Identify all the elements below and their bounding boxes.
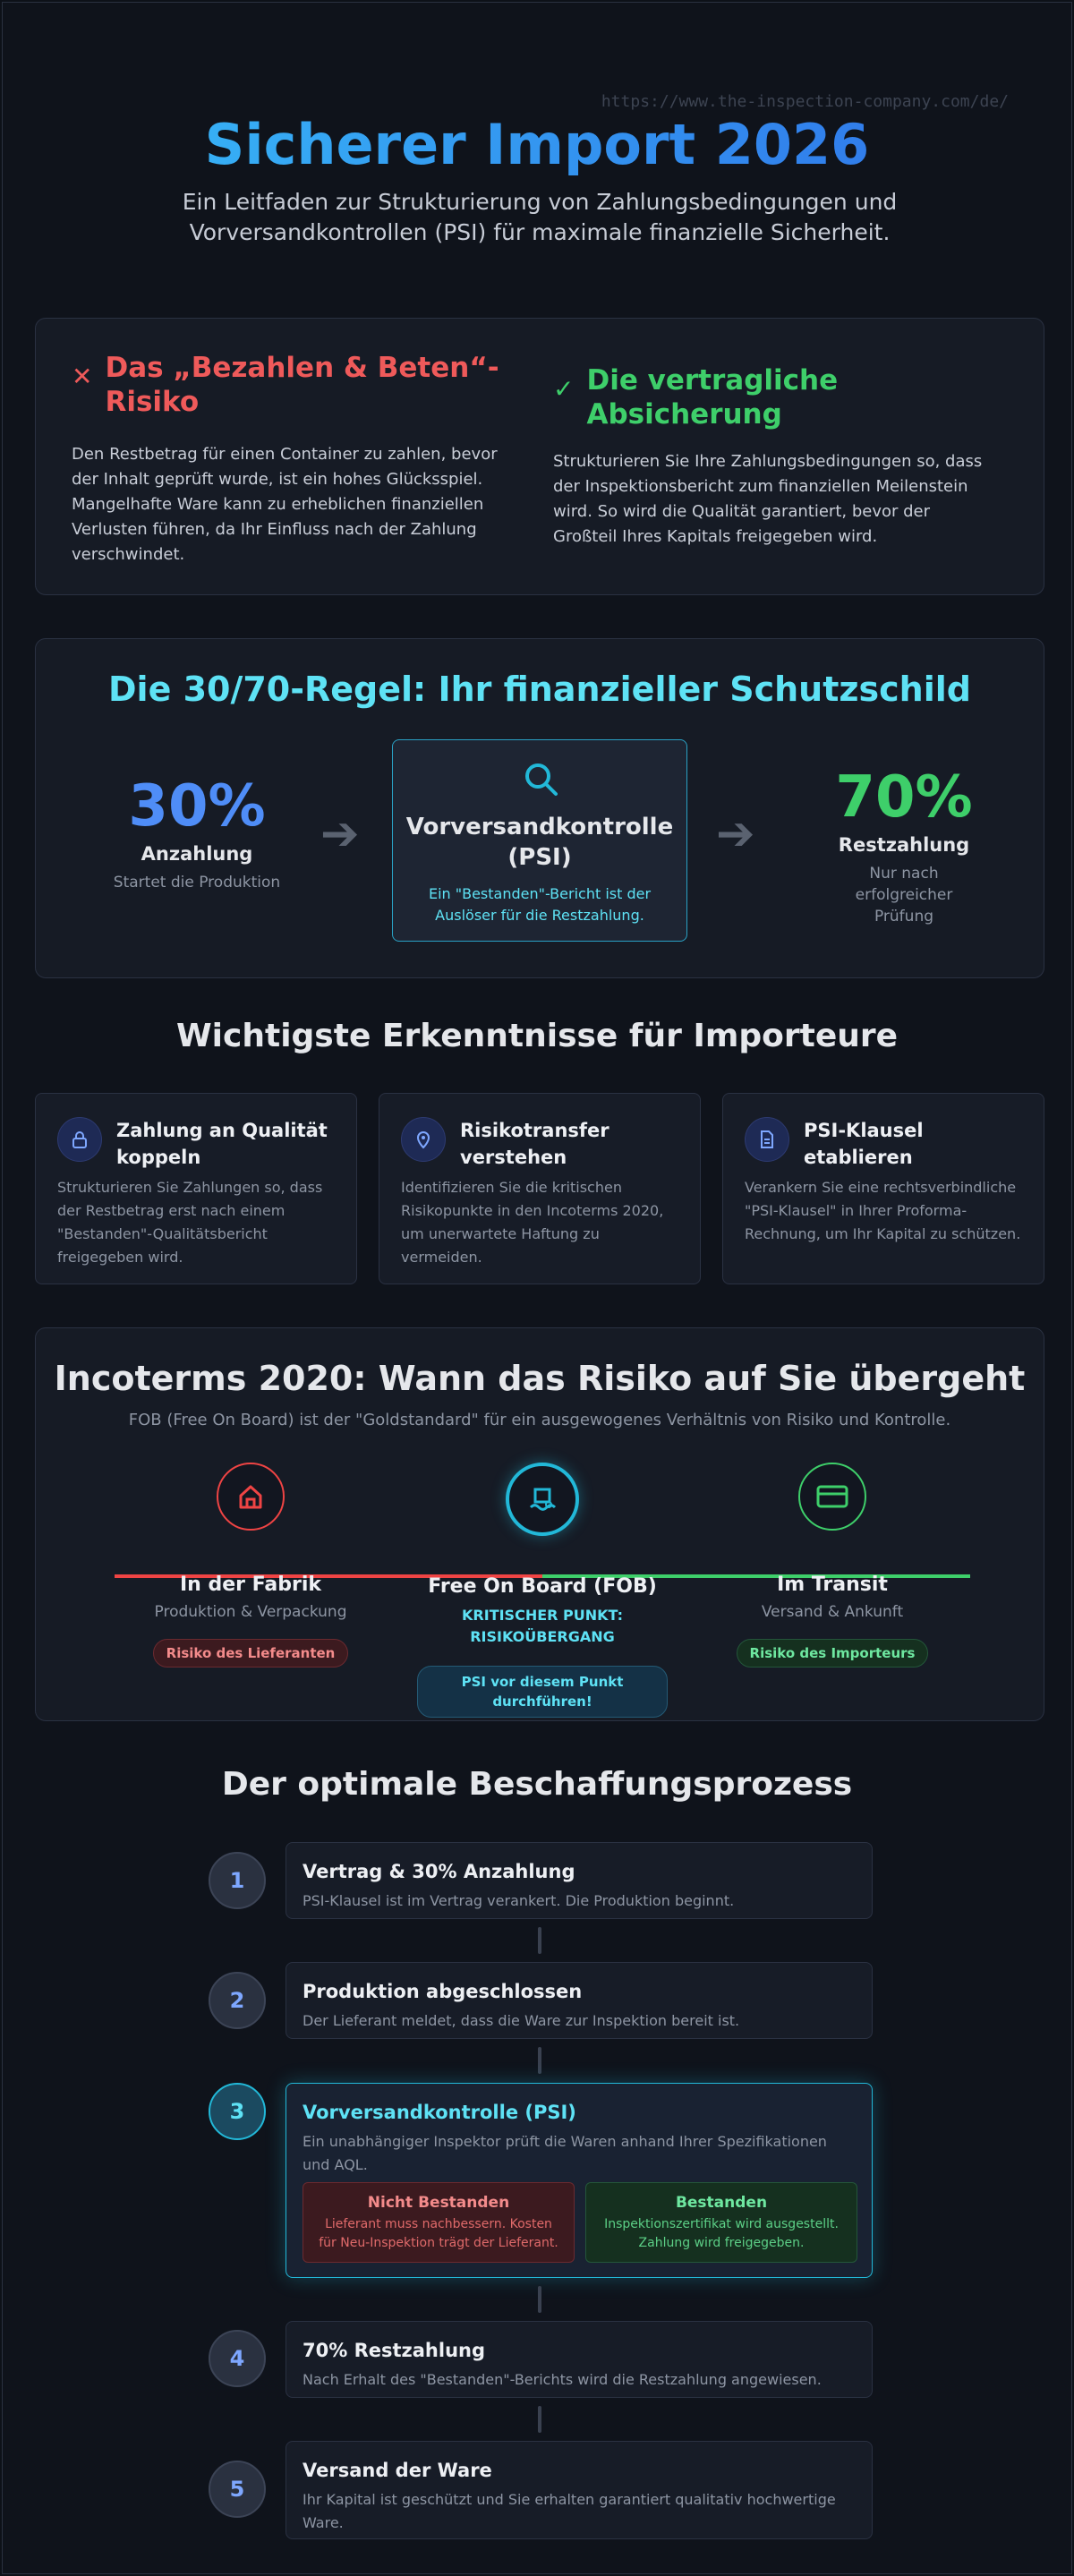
step-title: 70% Restzahlung xyxy=(303,2340,486,2361)
incoterms-card: Incoterms 2020: Wann das Risiko auf Sie … xyxy=(35,1327,1044,1721)
node-title: In der Fabrik xyxy=(179,1574,322,1596)
supplier-risk-line xyxy=(115,1574,542,1578)
search-icon xyxy=(525,763,558,796)
balance-label: Restzahlung xyxy=(838,834,970,856)
fail-text: Lieferant muss nachbessern. Kosten für N… xyxy=(319,2217,558,2250)
step-text: Der Lieferant meldet, dass die Ware zur … xyxy=(303,2012,740,2029)
balance-block: 70% Restzahlung Nur nach erfolgreicher P… xyxy=(788,764,1020,927)
process-step-active: Vorversandkontrolle (PSI) Ein unabhängig… xyxy=(286,2083,873,2278)
psi-before-badge: PSI vor diesem Punkt durchführen! xyxy=(417,1666,668,1718)
incoterms-subtitle: FOB (Free On Board) ist der "Goldstandar… xyxy=(128,1411,951,1429)
contract-protection-text: Strukturieren Sie Ihre Zahlungsbedingung… xyxy=(553,452,983,546)
step-title: Vertrag & 30% Anzahlung xyxy=(303,1861,575,1882)
check-icon: ✓ xyxy=(553,374,575,404)
process-step: 70% Restzahlung Nach Erhalt des "Bestand… xyxy=(286,2321,873,2398)
pass-title: Bestanden xyxy=(675,2194,768,2212)
step-number: 2 xyxy=(209,1972,266,2029)
insight-title: PSI-Klausel etablieren xyxy=(804,1120,924,1168)
psi-center-desc: Ein "Bestanden"-Bericht ist der Auslöser… xyxy=(428,885,652,924)
insight-card: Risikotransfer verstehen Identifizieren … xyxy=(379,1093,701,1284)
psi-center-box: Vorversandkontrolle (PSI) Ein "Bestanden… xyxy=(392,739,687,942)
step-text: PSI-Klausel ist im Vertrag verankert. Di… xyxy=(303,1892,735,1909)
step-connector xyxy=(538,2286,541,2313)
insight-text: Identifizieren Sie die kritischen Risiko… xyxy=(401,1179,664,1266)
insight-card: Zahlung an Qualität koppeln Strukturiere… xyxy=(35,1093,357,1284)
deposit-percent: 30% xyxy=(128,773,266,840)
location-pin-icon xyxy=(401,1117,446,1162)
insight-card: PSI-Klausel etablieren Verankern Sie ein… xyxy=(722,1093,1044,1284)
timeline-node-factory: In der Fabrik Produktion & Verpackung Ri… xyxy=(116,1463,385,1668)
pay-and-pray-column: ✕ Das „Bezahlen & Beten“-Risiko Den Rest… xyxy=(72,351,501,567)
balance-sub: Nur nach erfolgreicher Prüfung xyxy=(855,865,953,925)
critical-point-label: KRITISCHER PUNKT: RISIKOÜBERGANG xyxy=(462,1607,623,1645)
factory-icon xyxy=(217,1463,285,1531)
timeline-node-transit: Im Transit Versand & Ankunft Risiko des … xyxy=(698,1463,967,1668)
deposit-sub: Startet die Produktion xyxy=(113,874,281,891)
page-subtitle: Ein Leitfaden zur Strukturierung von Zah… xyxy=(182,189,898,245)
x-icon: ✕ xyxy=(72,362,93,391)
psi-center-title: Vorversandkontrolle (PSI) xyxy=(405,814,674,871)
source-url[interactable]: https://www.the-inspection-company.com/d… xyxy=(601,92,1009,111)
step-connector xyxy=(538,2406,541,2433)
card-icon xyxy=(798,1463,866,1531)
fail-title: Nicht Bestanden xyxy=(367,2194,510,2212)
arrow-right-icon: ➔ xyxy=(320,807,360,861)
step-title: Vorversandkontrolle (PSI) xyxy=(303,2102,576,2123)
balance-percent: 70% xyxy=(835,764,973,831)
lock-icon xyxy=(57,1117,102,1162)
step-text: Nach Erhalt des "Bestanden"-Berichts wir… xyxy=(303,2371,822,2388)
importer-risk-badge: Risiko des Importeurs xyxy=(736,1639,929,1668)
process-step: Produktion abgeschlossen Der Lieferant m… xyxy=(286,1962,873,2039)
deposit-block: 30% Anzahlung Startet die Produktion xyxy=(81,773,313,893)
process-step: Versand der Ware Ihr Kapital ist geschüt… xyxy=(286,2441,873,2539)
process-step: Vertrag & 30% Anzahlung PSI-Klausel ist … xyxy=(286,1842,873,1919)
pay-and-pray-text: Den Restbetrag für einen Container zu za… xyxy=(72,445,498,564)
insight-text: Verankern Sie eine rechtsverbindliche "P… xyxy=(745,1179,1021,1242)
node-title: Free On Board (FOB) xyxy=(428,1575,657,1598)
step-title: Produktion abgeschlossen xyxy=(303,1981,583,2002)
document-icon xyxy=(745,1117,789,1162)
step-number: 3 xyxy=(209,2083,266,2140)
arrow-right-icon: ➔ xyxy=(716,807,755,861)
step-number: 5 xyxy=(209,2461,266,2518)
rule-30-70-card: Die 30/70-Regel: Ihr finanzieller Schutz… xyxy=(35,638,1044,978)
node-sub: Produktion & Verpackung xyxy=(154,1603,347,1621)
step-text: Ihr Kapital ist geschützt und Sie erhalt… xyxy=(303,2491,836,2531)
importer-risk-line xyxy=(542,1574,970,1578)
risk-comparison-card: ✕ Das „Bezahlen & Beten“-Risiko Den Rest… xyxy=(35,318,1044,595)
step-connector xyxy=(538,1927,541,1954)
supplier-risk-badge: Risiko des Lieferanten xyxy=(152,1639,349,1668)
insight-title: Risikotransfer verstehen xyxy=(460,1120,609,1168)
node-sub: Versand & Ankunft xyxy=(761,1603,904,1621)
pass-outcome-box: Bestanden Inspektionszertifikat wird aus… xyxy=(585,2182,857,2263)
fail-outcome-box: Nicht Bestanden Lieferant muss nachbesse… xyxy=(303,2182,575,2263)
step-number: 4 xyxy=(209,2330,266,2387)
pass-text: Inspektionszertifikat wird ausgestellt. … xyxy=(604,2217,839,2250)
insight-text: Strukturieren Sie Zahlungen so, dass der… xyxy=(57,1179,323,1266)
step-text: Ein unabhängiger Inspektor prüft die War… xyxy=(303,2133,827,2173)
incoterms-title: Incoterms 2020: Wann das Risiko auf Sie … xyxy=(54,1359,1026,1398)
page-title: Sicherer Import 2026 xyxy=(3,112,1071,177)
rule-title: Die 30/70-Regel: Ihr finanzieller Schutz… xyxy=(108,670,971,709)
timeline-node-fob: Free On Board (FOB) KRITISCHER PUNKT: RI… xyxy=(408,1463,677,1718)
node-title: Im Transit xyxy=(777,1574,888,1596)
contract-protection-column: ✓ Die vertragliche Absicherung Strukturi… xyxy=(553,351,983,550)
step-title: Versand der Ware xyxy=(303,2460,492,2481)
pay-and-pray-title: Das „Bezahlen & Beten“-Risiko xyxy=(105,352,499,418)
contract-protection-title: Die vertragliche Absicherung xyxy=(586,364,839,431)
insights-title: Wichtigste Erkenntnisse für Importeure xyxy=(175,1018,899,1054)
step-connector xyxy=(538,2047,541,2074)
insight-title: Zahlung an Qualität koppeln xyxy=(116,1120,328,1168)
step-number: 1 xyxy=(209,1852,266,1909)
ship-icon xyxy=(506,1463,579,1536)
deposit-label: Anzahlung xyxy=(141,843,253,865)
process-title: Der optimale Beschaffungsprozess xyxy=(221,1766,853,1803)
